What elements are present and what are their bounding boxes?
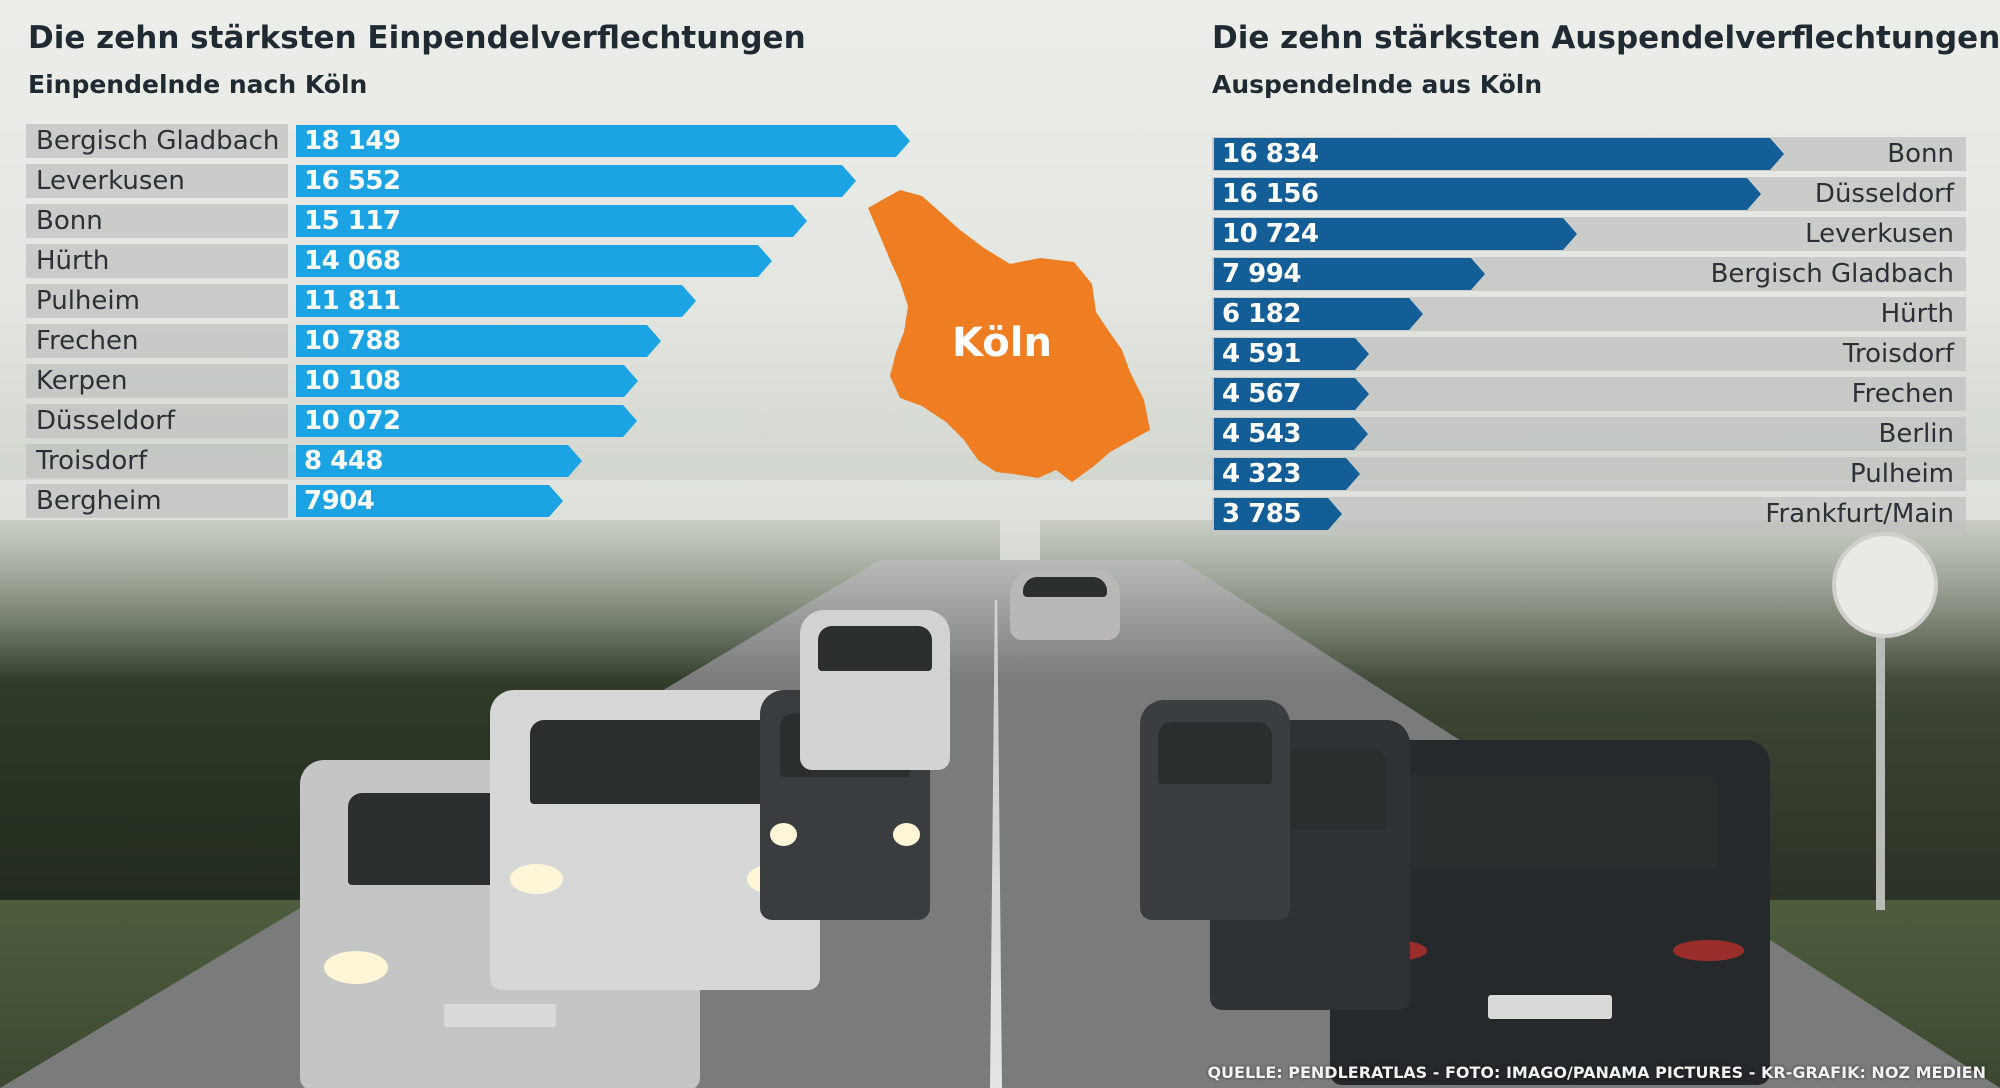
bar <box>1214 418 1368 450</box>
value-label: 8 448 <box>304 446 383 476</box>
category-label: Bonn <box>36 206 103 236</box>
bar-row-background <box>26 204 288 238</box>
bar <box>296 125 910 157</box>
category-label: Düsseldorf <box>1814 179 1954 209</box>
bar-row-background <box>26 404 288 438</box>
category-label: Troisdorf <box>36 446 148 476</box>
value-label: 4 591 <box>1222 339 1301 369</box>
value-label: 4 567 <box>1222 379 1301 409</box>
value-label: 6 182 <box>1222 299 1301 329</box>
bar-row-background <box>26 324 288 358</box>
category-label: Pulheim <box>1850 459 1954 489</box>
bar-row-background <box>26 124 288 158</box>
value-label: 10 724 <box>1222 219 1319 249</box>
value-label: 10 108 <box>304 366 401 396</box>
left-chart-title: Die zehn stärksten Einpendelverflechtung… <box>28 20 806 56</box>
car-left-far <box>800 610 950 770</box>
bar <box>296 285 696 317</box>
left-chart-subtitle: Einpendelnde nach Köln <box>28 70 368 99</box>
value-label: 3 785 <box>1222 499 1301 529</box>
category-label: Leverkusen <box>1805 219 1954 249</box>
bar-row-background <box>26 244 288 278</box>
value-label: 16 156 <box>1222 179 1319 209</box>
koeln-city-shape <box>868 190 1150 482</box>
right-chart-subtitle: Auspendelnde aus Köln <box>1212 70 1543 99</box>
bar-row-background <box>26 284 288 318</box>
value-label: 7904 <box>304 486 375 516</box>
category-label: Bonn <box>1887 139 1954 169</box>
bar <box>1214 338 1369 370</box>
car-right-back <box>1140 700 1290 920</box>
bar <box>1214 498 1342 530</box>
value-label: 11 811 <box>304 286 401 316</box>
category-label: Düsseldorf <box>36 406 176 436</box>
category-label: Bergheim <box>36 486 162 516</box>
category-label: Frechen <box>36 326 139 356</box>
category-label: Troisdorf <box>1842 339 1954 369</box>
category-label: Frechen <box>1851 379 1954 409</box>
category-label: Pulheim <box>36 286 140 316</box>
sign-pole <box>1876 610 1885 910</box>
source-credit: QUELLE: PENDLERATLAS - FOTO: IMAGO/PANAM… <box>1207 1063 1986 1082</box>
bar <box>296 405 637 437</box>
value-label: 10 788 <box>304 326 401 356</box>
value-label: 14 068 <box>304 246 401 276</box>
bar <box>1214 378 1369 410</box>
bar-row-background <box>26 484 288 518</box>
bar <box>1214 178 1761 210</box>
value-label: 4 543 <box>1222 419 1301 449</box>
bar <box>296 165 856 197</box>
category-label: Leverkusen <box>36 166 185 196</box>
bar <box>296 205 807 237</box>
category-label: Bergisch Gladbach <box>36 126 280 156</box>
bar-row-background <box>26 164 288 198</box>
bar <box>1214 458 1360 490</box>
bar <box>1214 298 1423 330</box>
value-label: 15 117 <box>304 206 401 236</box>
value-label: 16 552 <box>304 166 401 196</box>
bar <box>296 445 582 477</box>
value-label: 10 072 <box>304 406 401 436</box>
map-label-koeln: Köln <box>952 320 1052 366</box>
category-label: Frankfurt/Main <box>1765 499 1954 529</box>
bar <box>1214 138 1784 170</box>
bar <box>1214 258 1485 290</box>
bar <box>296 325 661 357</box>
bar <box>1214 218 1577 250</box>
bar-row-background <box>26 444 288 478</box>
value-label: 16 834 <box>1222 139 1319 169</box>
road-sign <box>1832 532 1938 638</box>
category-label: Kerpen <box>36 366 128 396</box>
bar <box>296 245 772 277</box>
car-right-far <box>1010 570 1120 640</box>
value-label: 4 323 <box>1222 459 1301 489</box>
bar <box>296 485 563 517</box>
category-label: Hürth <box>1880 299 1954 329</box>
category-label: Berlin <box>1878 419 1954 449</box>
category-label: Hürth <box>36 246 110 276</box>
bar <box>296 365 638 397</box>
value-label: 7 994 <box>1222 259 1301 289</box>
koeln-map: Köln <box>868 190 1150 482</box>
category-label: Bergisch Gladbach <box>1710 259 1954 289</box>
bar-row-background <box>26 364 288 398</box>
value-label: 18 149 <box>304 126 401 156</box>
right-chart-title: Die zehn stärksten Auspendelverflechtung… <box>1212 20 2000 56</box>
